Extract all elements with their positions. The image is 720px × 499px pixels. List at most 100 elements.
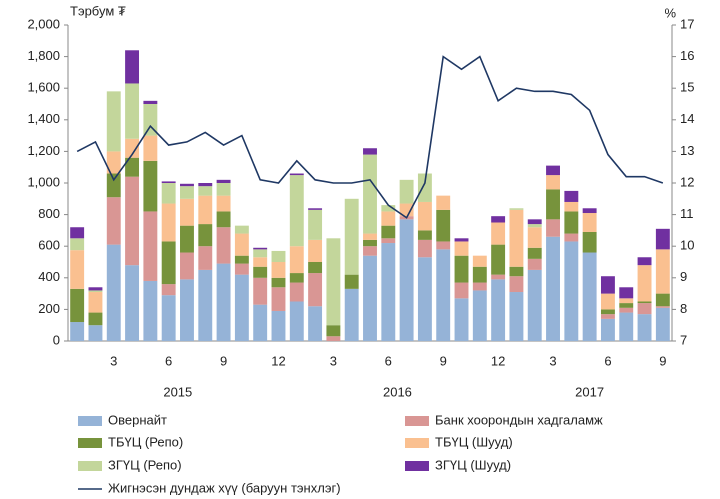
bar-segment [655, 228, 670, 250]
y-tick-label: 600 [38, 238, 60, 253]
bar-segment [472, 290, 487, 341]
bar-segment [582, 252, 597, 341]
bar-segment [527, 219, 542, 225]
bar-segment [180, 186, 194, 199]
y2-axis-title: % [664, 5, 676, 20]
bar-segment [454, 241, 469, 256]
year-label: 2015 [163, 384, 192, 399]
bar-segment [527, 224, 542, 228]
bar-segment [637, 301, 652, 304]
bar-segment [417, 257, 432, 341]
bar-segment [180, 183, 194, 187]
bar-segment [289, 175, 304, 247]
bar-segment [70, 288, 85, 323]
bar-segment [216, 227, 231, 264]
x-tick-label: 3 [330, 353, 337, 368]
bar-segment [180, 198, 194, 226]
bar-segment [564, 201, 579, 212]
bar-segment [363, 239, 377, 247]
bar-segment [125, 265, 140, 341]
x-tick-label: 6 [165, 353, 172, 368]
bar-segment [216, 211, 231, 228]
y-tick-label: 1,800 [27, 48, 60, 63]
bar-segment [436, 241, 451, 250]
x-tick-label: 6 [385, 353, 392, 368]
bar-segment [491, 244, 506, 275]
bar-segment [161, 284, 176, 296]
bar-segment [436, 209, 451, 242]
y2-tick-label: 14 [680, 111, 694, 126]
year-label: 2016 [383, 384, 412, 399]
y-tick-label: 1,600 [27, 80, 60, 95]
bar-segment [106, 151, 121, 174]
bar-segment [491, 216, 506, 223]
bar-segment [564, 211, 579, 234]
bar-segment [564, 190, 579, 202]
bar-segment [88, 287, 103, 291]
bar-segment [70, 322, 85, 341]
bar-segment [637, 314, 652, 341]
legend-swatch [405, 416, 429, 426]
x-tick-label: 9 [220, 353, 227, 368]
x-tick-label: 6 [604, 353, 611, 368]
bar-segment [125, 138, 140, 158]
x-tick-label: 12 [491, 353, 505, 368]
bar-segment [271, 277, 286, 288]
bar-segment [381, 243, 396, 341]
y2-tick-label: 11 [680, 206, 694, 221]
legend-swatch [405, 438, 429, 448]
bar-segment [509, 209, 524, 267]
bar-segment [527, 258, 542, 270]
bar-segment [88, 292, 103, 313]
bar-segment [491, 279, 506, 341]
bar-segment [161, 241, 176, 285]
bar-segment [344, 274, 359, 289]
bar-segment [289, 282, 304, 302]
bar-segment [161, 183, 176, 204]
bar-segment [472, 255, 487, 267]
bar-segment [70, 238, 85, 251]
bar-segment [125, 157, 140, 177]
legend-swatch [405, 461, 429, 471]
bar-segment [344, 288, 359, 341]
bar-segment [417, 230, 432, 240]
bar-segment [600, 318, 615, 341]
bar-segment [619, 303, 634, 308]
y2-tick-label: 17 [680, 16, 694, 31]
y-tick-label: 800 [38, 206, 60, 221]
bar-segment [564, 241, 579, 341]
bar-segment [491, 222, 506, 245]
bar-segment [234, 263, 249, 275]
bar-segment [216, 179, 231, 183]
bar-segment [143, 135, 158, 161]
y-tick-label: 1,000 [27, 174, 60, 189]
bar-segment [436, 195, 451, 210]
legend-label: Овернайт [108, 412, 167, 427]
bar-segment [198, 186, 213, 196]
y2-tick-label: 16 [680, 48, 694, 63]
y2-tick-label: 10 [680, 238, 694, 253]
bar-segment [253, 266, 268, 278]
bar-segment [454, 282, 469, 299]
legend-label: ЗГҮЦ (Шууд) [435, 457, 511, 472]
bar-segment [326, 325, 341, 337]
x-tick-label: 3 [549, 353, 556, 368]
x-tick-label: 9 [440, 353, 447, 368]
bar-segment [637, 257, 652, 266]
bar-segment [509, 208, 524, 210]
bar-segment [399, 179, 414, 204]
bar-segment [655, 307, 670, 341]
y-axis-title: Тэрбум ₮ [70, 3, 126, 18]
bar-segment [216, 263, 231, 341]
bar-segment [125, 83, 140, 139]
bar-segment [546, 175, 560, 190]
bar-segment [289, 273, 304, 283]
bar-segment [509, 266, 524, 277]
bar-segment [582, 231, 597, 253]
bar-segment [161, 203, 176, 242]
bar-segment [417, 239, 432, 258]
bar-segment [106, 91, 121, 152]
bar-segment [491, 274, 506, 280]
legend-label: ТБҮЦ (Шууд) [435, 434, 513, 449]
bar-segment [253, 277, 268, 305]
